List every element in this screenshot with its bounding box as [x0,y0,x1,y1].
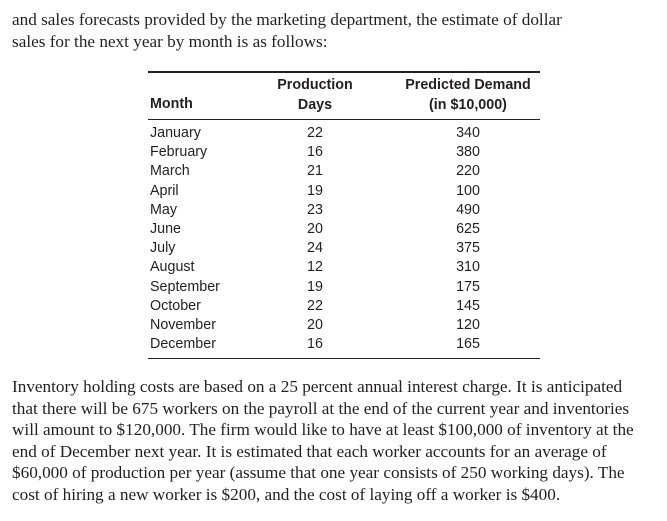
text-line: sales for the next year by month is as f… [12,31,328,51]
demand-cell: 310 [456,259,480,276]
month-cell: September [150,278,220,295]
days-cell: 16 [307,144,323,161]
days-cell: 19 [307,278,323,295]
days-cell: 12 [307,259,323,276]
table-bottom-rule [148,358,540,359]
demand-cell: 120 [456,317,480,333]
days-cell: 22 [307,125,323,141]
demand-cell: 175 [456,278,480,295]
demand-cell: 340 [456,125,480,141]
column-header: Predicted Demand (in $10,000) [388,75,548,115]
body-paragraph: Inventory holding costs are based on a 2… [12,376,634,505]
days-cell: 20 [307,221,323,237]
column-header: Production Days [255,75,375,115]
days-cell: 21 [307,163,323,180]
days-cell: 20 [307,317,323,333]
text-line: that there will be 675 workers on the pa… [12,398,630,418]
days-cell: 22 [307,297,323,314]
text-line: cost of hiring a new worker is $200, and… [12,484,561,504]
demand-cell: 380 [456,144,480,161]
month-cell: February [150,144,208,161]
month-cell: December [150,336,216,353]
month-cell: June [150,221,182,237]
days-cell: 23 [307,201,323,218]
header-line: Days [297,97,333,113]
header-line: Predicted Demand [405,77,531,93]
demand-cell: 490 [456,201,480,218]
text-line: Inventory holding costs are based on a 2… [12,377,623,396]
header-line: (in $10,000) [429,97,507,113]
month-cell: July [150,240,176,257]
month-cell: April [150,182,179,199]
demand-cell: 100 [456,182,480,199]
table-top-rule [148,71,540,73]
demand-cell: 145 [456,297,480,314]
month-cell: March [150,163,190,180]
text-line: $60,000 of production per year (assume t… [12,463,625,482]
month-cell: August [150,259,195,276]
month-cell: May [150,201,178,218]
demand-cell: 220 [456,163,480,180]
days-cell: 24 [307,240,323,257]
month-cell: October [150,297,201,314]
intro-paragraph: and sales forecasts provided by the mark… [12,9,562,52]
column-header: Month [150,96,193,112]
text-line: and sales forecasts provided by the mark… [12,10,562,29]
month-cell: January [150,125,201,141]
month-cell: November [150,317,216,333]
header-line: Production [277,77,353,93]
header-rule [148,119,540,120]
days-cell: 16 [307,336,323,353]
demand-cell: 375 [456,240,480,257]
text-line: end of December next year. It is estimat… [12,441,607,461]
days-cell: 19 [307,182,323,199]
text-line: will amount to $120,000. The firm would … [12,420,634,439]
demand-cell: 625 [456,221,480,237]
demand-cell: 165 [456,336,480,353]
